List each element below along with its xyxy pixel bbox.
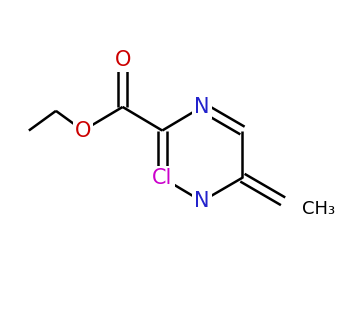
Text: N: N [194, 97, 210, 117]
Text: CH₃: CH₃ [303, 200, 336, 218]
Text: N: N [194, 191, 210, 211]
Text: O: O [75, 120, 91, 140]
Text: O: O [115, 50, 131, 70]
Text: Cl: Cl [152, 168, 172, 188]
